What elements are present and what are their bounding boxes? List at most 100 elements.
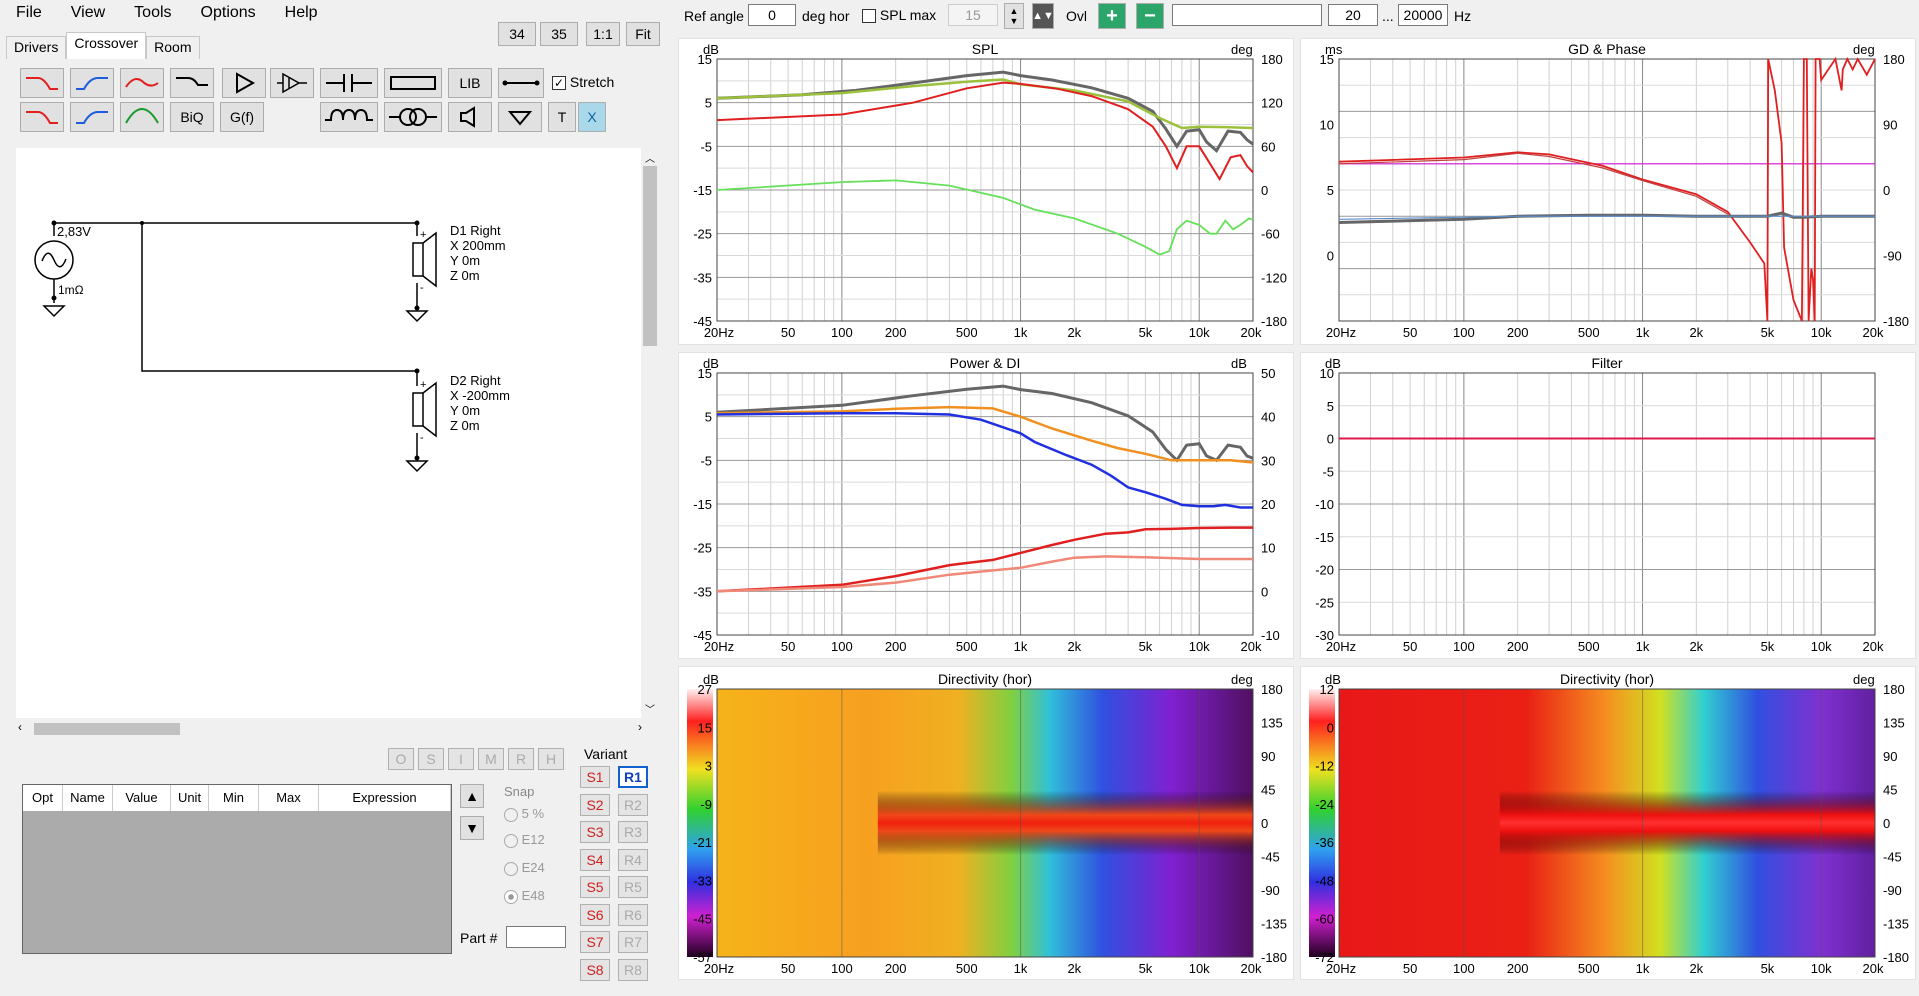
part-number-input[interactable] xyxy=(506,926,566,948)
menu-file[interactable]: File xyxy=(16,4,42,21)
variant-r8-button[interactable]: R8 xyxy=(618,958,648,981)
variant-r2-button[interactable]: R2 xyxy=(618,793,648,816)
move-down-button[interactable]: ▼ xyxy=(460,816,484,840)
col-opt[interactable]: Opt xyxy=(23,785,63,811)
menu-options[interactable]: Options xyxy=(200,4,256,21)
variant-s8-button[interactable]: S8 xyxy=(580,958,610,981)
overlay-name-input[interactable] xyxy=(1172,4,1322,26)
menu-view[interactable]: View xyxy=(70,4,106,21)
variant-s3-button[interactable]: S3 xyxy=(580,821,610,843)
highpass-blue-button[interactable] xyxy=(70,68,114,98)
directivity-chart-panel-1[interactable]: Directivity (hor) dB deg 27 15 3 -9 -21 -33 -45 -5… xyxy=(678,666,1294,980)
col-expression[interactable]: Expression xyxy=(319,785,451,811)
schematic-horizontal-scrollbar[interactable]: ‹ › xyxy=(16,720,644,738)
move-up-button[interactable]: ▲ xyxy=(460,784,484,808)
lowpass-red2-button[interactable] xyxy=(20,102,64,132)
scroll-left-icon[interactable]: ‹ xyxy=(18,720,22,734)
stretch-checkbox[interactable]: ✓ Stretch xyxy=(552,74,614,91)
scroll-right-icon[interactable]: › xyxy=(638,720,642,734)
spl-extend-button[interactable]: ▲▼ xyxy=(1032,3,1054,29)
inductor-button[interactable] xyxy=(320,102,378,132)
wire-button[interactable] xyxy=(498,68,544,98)
schematic-canvas[interactable]: + - + - 2,83V 1mΩ D1 Right X 200mm Y 0m Z … xyxy=(16,148,644,718)
bandpass-red-button[interactable] xyxy=(120,68,164,98)
y-tick-label: -12 xyxy=(1315,759,1334,774)
variant-s6-button[interactable]: S6 xyxy=(580,903,610,926)
lowpass-red-button[interactable] xyxy=(20,68,64,98)
buffer-amp-button[interactable] xyxy=(270,68,314,98)
bandpass-green-button[interactable] xyxy=(120,102,164,132)
schematic-vertical-scrollbar[interactable]: ︿ ﹀ xyxy=(641,148,659,718)
text-tool-button[interactable]: T xyxy=(548,102,576,132)
gd-phase-chart-panel[interactable]: GD & Phase ms deg 15 10 5 0 180 90 0 -90 -180 20Hz 50… xyxy=(1300,38,1916,345)
variant-s1-button[interactable]: S1 xyxy=(580,766,610,788)
opt-m-button[interactable]: M xyxy=(478,748,504,770)
fit-button[interactable]: Fit xyxy=(626,22,660,46)
tab-drivers[interactable]: Drivers xyxy=(6,36,67,59)
hscroll-thumb[interactable] xyxy=(34,723,180,735)
tab-room[interactable]: Room xyxy=(146,36,200,59)
opt-i-button[interactable]: I xyxy=(448,748,474,770)
spl-spin-button[interactable]: ▲ ▼ xyxy=(1004,3,1024,29)
ref-angle-input[interactable]: 0 xyxy=(748,4,796,26)
vscroll-thumb[interactable] xyxy=(643,166,657,346)
col-unit[interactable]: Unit xyxy=(171,785,209,811)
menu-tools[interactable]: Tools xyxy=(134,4,172,21)
scroll-up-icon[interactable]: ︿ xyxy=(645,154,655,165)
variant-r6-button[interactable]: R6 xyxy=(618,903,648,926)
freq-high-input[interactable]: 20000 xyxy=(1398,4,1448,26)
amplifier-icon xyxy=(236,72,256,94)
scroll-down-icon[interactable]: ﹀ xyxy=(645,705,655,716)
variant-r4-button[interactable]: R4 xyxy=(618,848,648,871)
variant-s4-button[interactable]: S4 xyxy=(580,848,610,871)
amplifier-button[interactable] xyxy=(222,68,266,98)
opt-h-button[interactable]: H xyxy=(538,748,564,770)
power-di-chart-panel[interactable]: Power & DI dB dB 15 5 -5 -15 -25 -35 -45 50 40 30 20 1… xyxy=(678,352,1294,659)
transfer-function-button[interactable]: G(f) xyxy=(220,102,264,132)
snap-e24[interactable]: E24 xyxy=(504,860,545,876)
menu-help[interactable]: Help xyxy=(284,4,318,21)
delete-tool-button[interactable]: X xyxy=(578,102,606,132)
freq-low-input[interactable]: 20 xyxy=(1328,4,1378,26)
remove-overlay-button[interactable]: − xyxy=(1136,3,1164,29)
capacitor-button[interactable] xyxy=(320,68,378,98)
shelf-button[interactable] xyxy=(170,68,214,98)
variant-s5-button[interactable]: S5 xyxy=(580,876,610,898)
lib-button[interactable]: LIB xyxy=(448,68,492,98)
tab-crossover[interactable]: Crossover xyxy=(66,32,147,59)
opt-r-button[interactable]: R xyxy=(508,748,534,770)
variant-r7-button[interactable]: R7 xyxy=(618,931,648,953)
col-value[interactable]: Value xyxy=(113,785,171,811)
spl-max-input[interactable]: 15 xyxy=(948,4,998,26)
zoom-35-button[interactable]: 35 xyxy=(540,22,578,46)
spl-max-checkbox[interactable]: SPL max xyxy=(862,7,936,24)
opt-s-button[interactable]: S xyxy=(418,748,444,770)
biquad-button[interactable]: BiQ xyxy=(170,102,214,132)
zoom-1-1-button[interactable]: 1:1 xyxy=(586,22,620,46)
col-name[interactable]: Name xyxy=(63,785,113,811)
spl-chart-panel[interactable]: SPL dB deg 15 5 -5 -15 -25 -35 -45 180 120 60 0 -60 -12… xyxy=(678,38,1294,345)
variant-r5-button[interactable]: R5 xyxy=(618,876,648,898)
snap-e12[interactable]: E12 xyxy=(504,832,545,848)
snap-5pct[interactable]: 5 % xyxy=(504,806,544,822)
parameter-table[interactable]: Opt Name Value Unit Min Max Expression xyxy=(22,784,452,954)
ground-button[interactable] xyxy=(498,102,542,132)
add-overlay-button[interactable]: + xyxy=(1098,3,1126,29)
col-max[interactable]: Max xyxy=(259,785,319,811)
speaker-button[interactable] xyxy=(448,102,492,132)
resistor-button[interactable] xyxy=(384,68,442,98)
transformer-button[interactable] xyxy=(384,102,442,132)
highpass-blue2-button[interactable] xyxy=(70,102,114,132)
variant-r1-button[interactable]: R1 xyxy=(618,766,648,788)
opt-o-button[interactable]: O xyxy=(388,748,414,770)
transformer-icon xyxy=(389,108,437,126)
col-min[interactable]: Min xyxy=(209,785,259,811)
filter-chart-panel[interactable]: Filter dB 10 5 0 -5 -10 -15 -20 -25 -30 20Hz 50 100 20… xyxy=(1300,352,1916,659)
directivity-chart-panel-2[interactable]: Directivity (hor) dB deg 12 0 -12 -24 -36 -48 -60… xyxy=(1300,666,1916,980)
variant-r3-button[interactable]: R3 xyxy=(618,821,648,843)
zoom-34-button[interactable]: 34 xyxy=(498,22,536,46)
d1-x: X 200mm xyxy=(450,238,506,253)
snap-e48[interactable]: E48 xyxy=(504,888,545,904)
variant-s2-button[interactable]: S2 xyxy=(580,793,610,816)
variant-s7-button[interactable]: S7 xyxy=(580,931,610,953)
